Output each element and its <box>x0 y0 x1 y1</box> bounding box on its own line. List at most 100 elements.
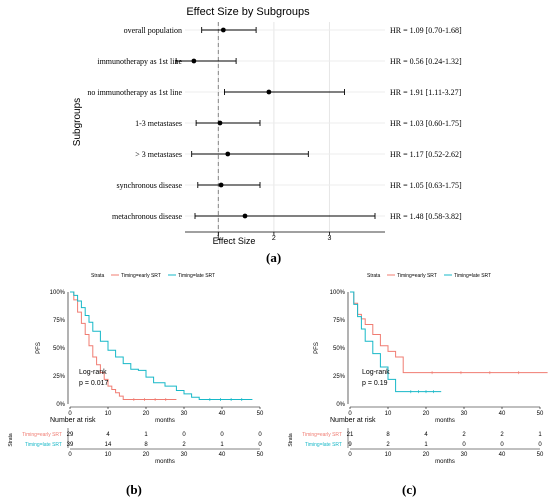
risk-cell: 9 <box>348 442 352 448</box>
legend-label: Timing=early SRT <box>121 273 161 279</box>
risk-xlabel: months <box>435 459 455 465</box>
risk-cell: 1 <box>538 432 542 438</box>
forest-hr-text: HR = 1.17 [0.52-2.62] <box>390 150 462 159</box>
km-xlabel: months <box>435 418 455 424</box>
risk-cell: 29 <box>67 432 74 438</box>
risk-xtick-label: 0 <box>68 452 72 458</box>
risk-cell: 0 <box>462 442 466 448</box>
risk-strata-label: Strata <box>288 433 294 447</box>
km-ylabel: PFS <box>36 342 42 354</box>
risk-xtick-label: 10 <box>385 452 392 458</box>
risk-cell: 2 <box>182 442 186 448</box>
km-logrank-label: Log-rank <box>79 369 107 376</box>
legend-title: Strata <box>91 273 105 279</box>
risk-xtick-label: 30 <box>181 452 188 458</box>
forest-row-label: no immunotherapy as 1st line <box>87 88 182 97</box>
forest-row: 1-3 metastases HR = 1.03 [0.60-1.75] <box>135 119 462 128</box>
forest-row: immunotherapy as 1st line HR = 0.56 [0.24… <box>97 57 462 66</box>
forest-hr-text: HR = 1.03 [0.60-1.75] <box>390 119 462 128</box>
km-ytick-label: 0% <box>336 402 345 408</box>
km-xtick-label: 30 <box>181 411 188 417</box>
forest-point <box>217 120 223 126</box>
risk-xtick-label: 50 <box>537 452 544 458</box>
risk-xlabel: months <box>155 459 175 465</box>
km-pvalue: p = 0.017 <box>79 380 108 387</box>
forest-plot: Effect Size by Subgroups Subgroups Effec… <box>72 6 462 246</box>
forest-point <box>220 27 226 33</box>
km-plot-c: Strata Timing=early SRT Timing=late SRT 0% 2… <box>288 273 548 465</box>
km-curve-late <box>70 291 253 401</box>
legend-label: Timing=late SRT <box>454 273 491 279</box>
forest-row-label: 1-3 metastases <box>135 119 182 128</box>
risk-cell: 4 <box>106 432 110 438</box>
km-xtick-label: 10 <box>105 411 112 417</box>
forest-hr-text: HR = 1.91 [1.11-3.27] <box>390 88 462 97</box>
risk-cell: 0 <box>538 442 542 448</box>
risk-cell: 0 <box>258 442 262 448</box>
risk-cell: 0 <box>220 432 224 438</box>
km-xlabel: months <box>155 418 175 424</box>
km-ytick-label: 50% <box>333 346 346 352</box>
risk-xtick-label: 30 <box>461 452 468 458</box>
risk-cell: 0 <box>182 432 186 438</box>
risk-xtick-label: 40 <box>499 452 506 458</box>
risk-xtick-label: 40 <box>219 452 226 458</box>
forest-row-label: immunotherapy as 1st line <box>97 57 182 66</box>
km-curve-early <box>70 291 177 401</box>
km-ylabel: PFS <box>314 342 320 354</box>
risk-xtick-label: 0 <box>348 452 352 458</box>
risk-cell: 39 <box>67 442 74 448</box>
risk-cell: 0 <box>500 442 504 448</box>
km-xtick-label: 40 <box>219 411 226 417</box>
legend-label: Timing=early SRT <box>397 273 437 279</box>
forest-row: no immunotherapy as 1st line HR = 1.91 [1… <box>87 88 461 97</box>
panel-label-b: (b) <box>126 482 142 497</box>
risk-cell: 8 <box>386 432 390 438</box>
risk-cell: 14 <box>105 442 112 448</box>
km-curve-late <box>350 291 442 393</box>
km-ytick-label: 25% <box>333 374 346 380</box>
risk-row-label: Timing=late SRT <box>25 442 62 448</box>
forest-xtick-label: 3 <box>327 235 331 242</box>
forest-title: Effect Size by Subgroups <box>186 6 310 18</box>
km-ytick-label: 75% <box>53 318 66 324</box>
risk-cell: 21 <box>347 432 354 438</box>
forest-point <box>218 182 224 188</box>
km-xtick-label: 20 <box>423 411 430 417</box>
risk-xtick-label: 20 <box>423 452 430 458</box>
risk-cell: 2 <box>386 442 390 448</box>
forest-row-label: synchronous disease <box>116 181 182 190</box>
risk-cell: 1 <box>144 432 148 438</box>
forest-point <box>266 89 272 95</box>
panel-label-a: (a) <box>266 250 282 265</box>
forest-row-label: > 3 metastases <box>135 150 182 159</box>
risk-table-title: Number at risk <box>50 417 96 424</box>
km-xtick-label: 20 <box>143 411 150 417</box>
forest-hr-text: HR = 0.56 [0.24-1.32] <box>390 57 462 66</box>
legend-label: Timing=late SRT <box>178 273 215 279</box>
forest-row-label: metachronous disease <box>112 212 182 221</box>
km-ytick-label: 100% <box>330 290 346 296</box>
km-logrank-label: Log-rank <box>362 369 390 376</box>
forest-point <box>225 151 231 157</box>
forest-xtick-label: 2 <box>272 235 276 242</box>
forest-ylabel: Subgroups <box>72 98 83 146</box>
km-xtick-label: 50 <box>537 411 544 417</box>
risk-xtick-label: 20 <box>143 452 150 458</box>
km-curve-early <box>350 291 548 374</box>
km-xtick-label: 0 <box>348 411 352 417</box>
risk-cell: 1 <box>424 442 428 448</box>
km-xtick-label: 0 <box>68 411 72 417</box>
risk-cell: 2 <box>500 432 504 438</box>
forest-point <box>191 58 197 64</box>
km-ytick-label: 100% <box>50 290 66 296</box>
forest-row: synchronous disease HR = 1.05 [0.63-1.75] <box>116 181 462 190</box>
legend-title: Strata <box>367 273 381 279</box>
forest-xlabel: Effect Size <box>213 236 256 246</box>
panel-label-c: (c) <box>402 482 417 497</box>
forest-row: overall population HR = 1.09 [0.70-1.68] <box>124 26 462 35</box>
km-ytick-label: 0% <box>56 402 65 408</box>
risk-row-label: Timing=early SRT <box>302 432 342 438</box>
risk-cell: 4 <box>424 432 428 438</box>
km-plot-b: Strata Timing=early SRT Timing=late SRT 0% 2… <box>8 273 264 465</box>
